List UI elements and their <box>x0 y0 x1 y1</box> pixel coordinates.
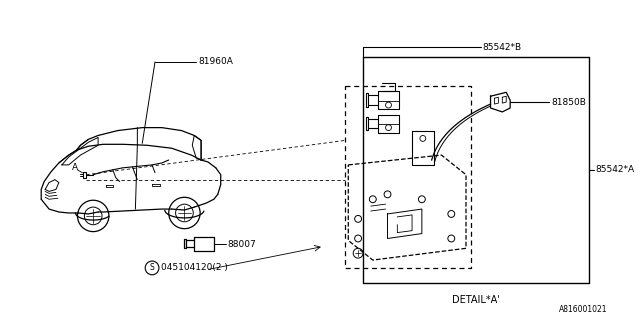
Text: S: S <box>150 263 154 272</box>
Text: DETAIL*A': DETAIL*A' <box>452 295 500 305</box>
Text: 81960A: 81960A <box>198 57 233 66</box>
Text: 85542*A: 85542*A <box>595 165 635 174</box>
Text: A816001021: A816001021 <box>559 305 608 314</box>
Text: 85542*B: 85542*B <box>483 43 522 52</box>
Text: A: A <box>72 163 77 172</box>
Text: 045104120(2 ): 045104120(2 ) <box>161 263 228 272</box>
Text: 81850B: 81850B <box>552 98 586 107</box>
Text: 88007: 88007 <box>228 240 257 249</box>
